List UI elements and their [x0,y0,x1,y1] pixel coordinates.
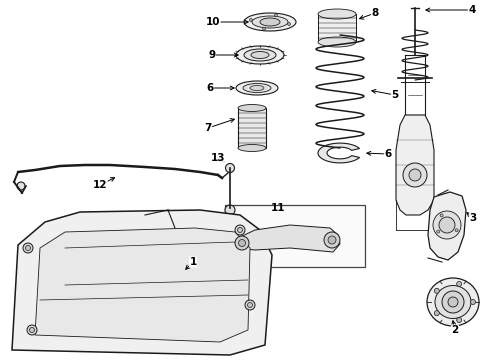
Circle shape [29,328,34,333]
Text: 12: 12 [93,180,107,190]
Circle shape [437,230,440,233]
Ellipse shape [236,46,284,64]
Polygon shape [12,210,272,355]
Text: 6: 6 [384,149,392,159]
Circle shape [434,288,440,293]
Text: 5: 5 [392,90,399,100]
Bar [318,14,356,42]
Circle shape [470,300,475,305]
Text: 4: 4 [468,5,476,15]
Text: 9: 9 [208,50,216,60]
Ellipse shape [318,37,356,47]
Text: 8: 8 [371,8,379,18]
Ellipse shape [250,86,264,90]
Circle shape [249,18,252,22]
Polygon shape [235,225,340,252]
Text: 10: 10 [206,17,220,27]
Circle shape [245,300,255,310]
Circle shape [448,297,458,307]
Circle shape [17,182,25,190]
Text: 2: 2 [451,325,459,335]
Ellipse shape [427,278,479,326]
Circle shape [25,246,30,251]
Circle shape [238,228,243,233]
Circle shape [239,239,245,247]
Polygon shape [35,228,250,342]
Bar [238,108,266,148]
Circle shape [235,225,245,235]
Ellipse shape [244,13,296,31]
Text: 11: 11 [271,203,285,213]
Text: 13: 13 [211,153,225,163]
Ellipse shape [238,104,266,112]
Circle shape [288,23,291,26]
Ellipse shape [260,18,280,26]
Text: 6: 6 [206,83,214,93]
Polygon shape [396,115,434,215]
Ellipse shape [236,81,278,95]
Circle shape [225,163,235,172]
Bar [225,205,365,267]
Circle shape [433,211,461,239]
Text: 3: 3 [469,213,477,223]
Circle shape [225,205,235,215]
Polygon shape [318,143,360,163]
Circle shape [235,236,249,250]
Circle shape [324,232,340,248]
Circle shape [455,229,458,232]
Circle shape [440,214,443,217]
Text: 7: 7 [204,123,212,133]
Circle shape [457,282,462,287]
Circle shape [27,325,37,335]
Ellipse shape [243,84,271,93]
Circle shape [403,163,427,187]
Circle shape [457,318,462,323]
Circle shape [439,217,455,233]
Text: 1: 1 [189,257,196,267]
Ellipse shape [244,49,276,61]
Ellipse shape [238,144,266,152]
Ellipse shape [435,285,471,319]
Circle shape [247,302,252,307]
Circle shape [23,243,33,253]
Circle shape [409,169,421,181]
Circle shape [434,311,440,316]
Circle shape [263,27,266,30]
Polygon shape [428,192,466,260]
Circle shape [274,14,277,17]
Circle shape [442,291,464,313]
Ellipse shape [318,9,356,19]
Ellipse shape [252,16,288,28]
Ellipse shape [251,51,269,59]
Circle shape [328,236,336,244]
